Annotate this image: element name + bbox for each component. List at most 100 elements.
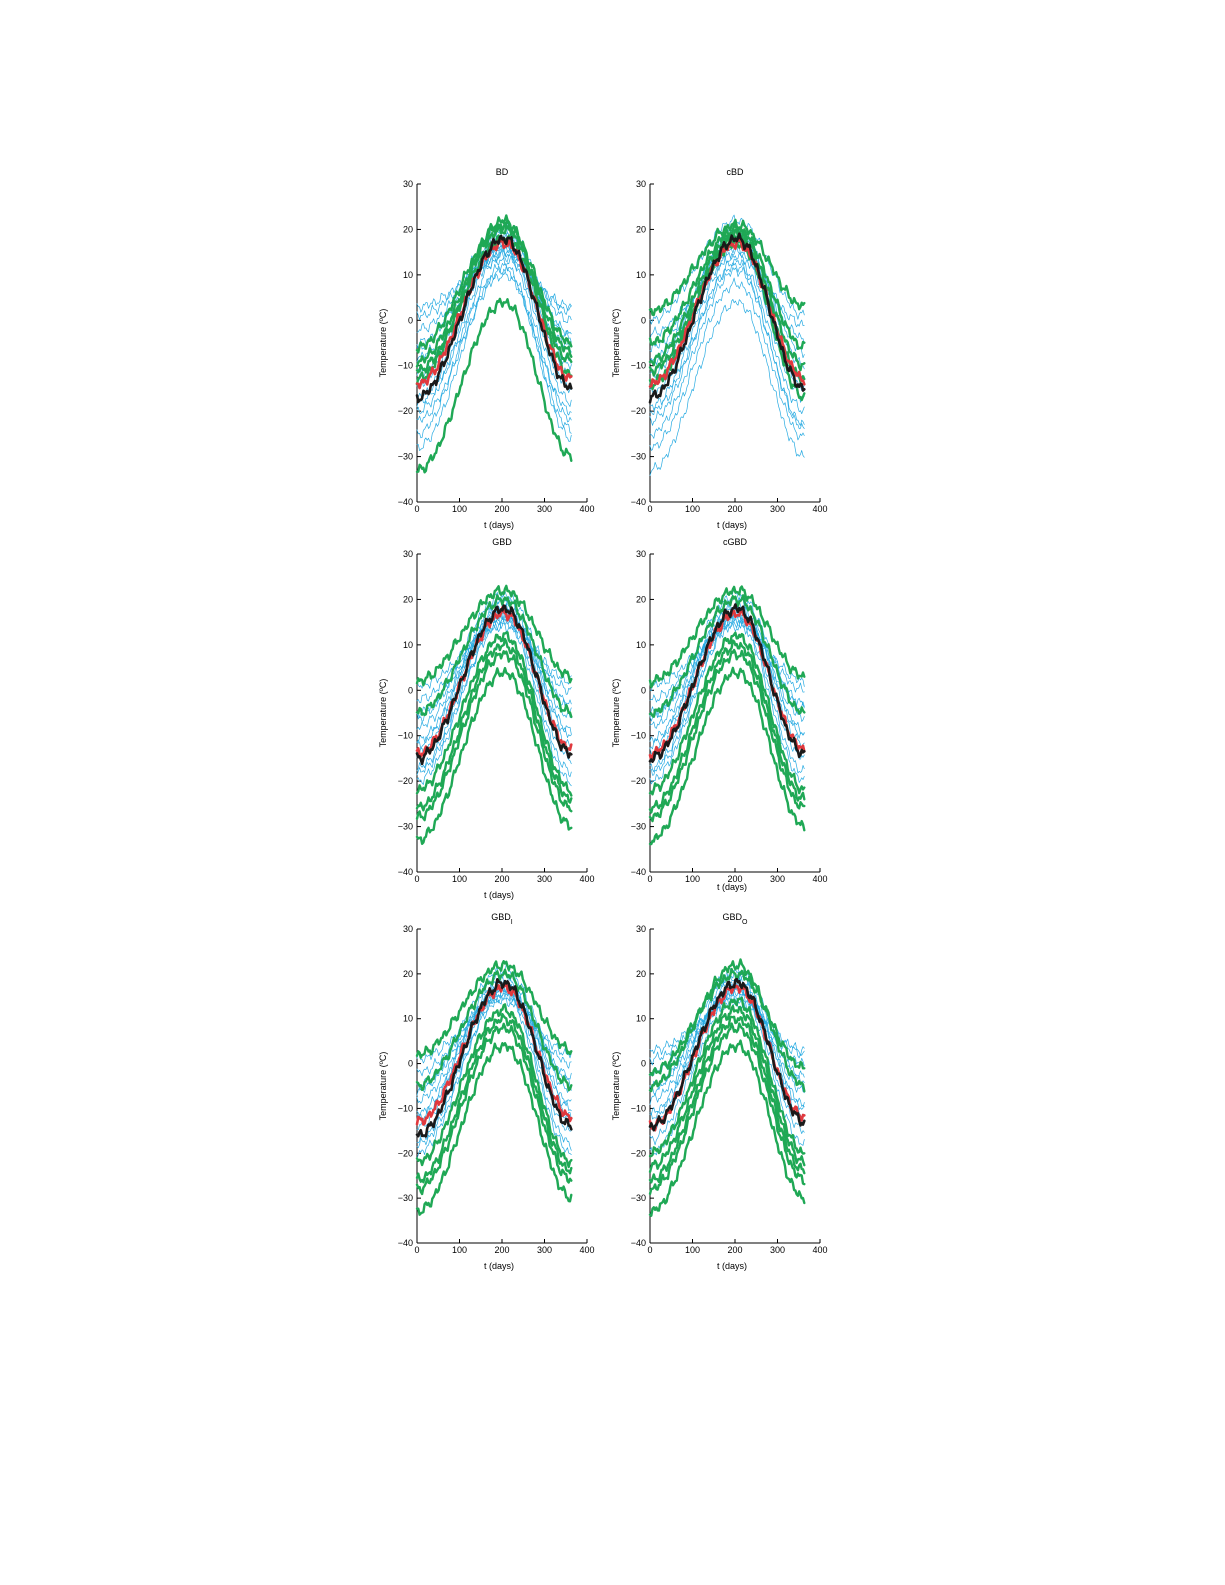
outlier-curve — [415, 637, 573, 812]
x-tick-label: 100 — [685, 1245, 700, 1255]
outlier-curve — [415, 666, 573, 845]
panel-title-main: GBD — [723, 912, 743, 922]
inner-curve — [649, 262, 805, 430]
x-axis-label: t (days) — [484, 520, 514, 530]
outlier-curve — [648, 648, 806, 823]
y-tick-label: 30 — [636, 179, 646, 189]
outlier-curve — [648, 585, 806, 689]
y-tick-label: 10 — [636, 640, 646, 650]
x-tick-label: 400 — [579, 1245, 594, 1255]
panel-title-subscript: I — [511, 919, 513, 926]
y-tick-label: 30 — [403, 549, 413, 559]
inner-curve — [649, 266, 805, 439]
inner-curve — [649, 590, 805, 722]
y-tick-label: 0 — [408, 315, 413, 325]
median-curve — [648, 977, 806, 1132]
y-tick-label: 20 — [636, 224, 646, 234]
panel-title: cGBD — [723, 537, 748, 547]
x-tick-label: 400 — [579, 504, 594, 514]
y-tick-label: −30 — [631, 822, 646, 832]
y-tick-label: 30 — [403, 924, 413, 934]
median-curve — [648, 603, 806, 763]
x-tick-label: 200 — [494, 1245, 509, 1255]
y-tick-label: −40 — [398, 497, 413, 507]
outlier-curve — [648, 967, 806, 1077]
outlier-curve — [648, 228, 806, 372]
outlier-curve — [415, 584, 573, 687]
inner-curve — [416, 613, 572, 785]
outlier-curve — [648, 1022, 806, 1196]
outlier-curve — [415, 960, 573, 1059]
mean-curve — [648, 237, 806, 388]
outlier-curve — [415, 1022, 573, 1196]
y-axis-label: Temperature (ºC) — [611, 309, 621, 378]
outlier-curve — [648, 639, 806, 814]
x-tick-label: 300 — [770, 504, 785, 514]
y-axis-label: Temperature (ºC) — [378, 679, 388, 748]
inner-curve — [416, 247, 572, 333]
outlier-curve — [415, 968, 573, 1092]
outlier-curve — [415, 297, 573, 474]
panel-title-main: GBD — [491, 912, 511, 922]
y-tick-label: −20 — [398, 776, 413, 786]
inner-curve — [416, 621, 572, 689]
inner-curve — [649, 612, 805, 785]
median-curve — [648, 232, 806, 404]
y-tick-label: −20 — [398, 406, 413, 416]
y-tick-label: −20 — [631, 406, 646, 416]
x-tick-label: 300 — [770, 1245, 785, 1255]
outlier-curve — [648, 1015, 806, 1184]
x-axis-label: t (days) — [717, 882, 747, 892]
y-tick-label: −30 — [398, 1193, 413, 1203]
inner-curve — [416, 262, 572, 451]
inner-curve — [649, 968, 805, 1120]
y-tick-label: −10 — [631, 731, 646, 741]
inner-curve — [649, 1000, 805, 1057]
y-axis-label: Temperature (ºC) — [378, 309, 388, 378]
y-tick-label: −10 — [398, 1103, 413, 1113]
y-tick-label: −10 — [631, 1103, 646, 1113]
x-tick-label: 200 — [727, 874, 742, 884]
y-axis-label: Temperature (ºC) — [378, 1052, 388, 1121]
y-tick-label: −40 — [631, 867, 646, 877]
y-tick-label: 10 — [636, 270, 646, 280]
x-tick-label: 100 — [685, 504, 700, 514]
inner-curve — [416, 997, 572, 1064]
mean-curve — [415, 981, 573, 1126]
y-tick-label: 20 — [403, 594, 413, 604]
y-tick-label: −30 — [631, 452, 646, 462]
inner-curve — [649, 616, 805, 783]
x-tick-label: 400 — [812, 874, 827, 884]
x-tick-label: 300 — [770, 874, 785, 884]
inner-curve — [649, 277, 805, 451]
outlier-curve — [648, 666, 806, 846]
inner-curve — [649, 299, 805, 476]
outlier-curve — [415, 218, 573, 354]
outlier-curve — [415, 650, 573, 822]
inner-curve — [649, 983, 805, 1146]
y-tick-label: 20 — [636, 969, 646, 979]
x-tick-label: 400 — [812, 1245, 827, 1255]
y-tick-label: 10 — [636, 1014, 646, 1024]
x-tick-label: 200 — [727, 504, 742, 514]
inner-curve — [416, 973, 572, 1118]
x-tick-label: 0 — [647, 874, 652, 884]
outlier-curve — [648, 1004, 806, 1174]
outlier-curve — [648, 958, 806, 1093]
inner-curve — [416, 595, 572, 750]
outlier-curve — [648, 222, 806, 350]
panel-title: GBDO — [723, 912, 749, 926]
x-tick-label: 100 — [685, 874, 700, 884]
y-tick-label: −40 — [631, 1238, 646, 1248]
x-tick-label: 0 — [414, 504, 419, 514]
x-tick-label: 0 — [414, 874, 419, 884]
y-tick-label: 10 — [403, 270, 413, 280]
x-tick-label: 300 — [537, 504, 552, 514]
outlier-curve — [648, 1039, 806, 1217]
y-tick-label: −10 — [398, 731, 413, 741]
